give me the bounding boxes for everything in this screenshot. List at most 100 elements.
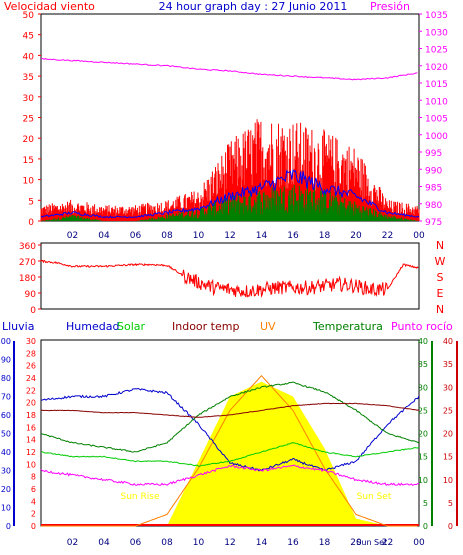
pressure-tick-label: 1025	[425, 46, 448, 56]
pressure-tick-label: 975	[425, 218, 442, 228]
temp-x-tick-label: 14	[256, 538, 268, 548]
wind-tick-label: 40	[23, 52, 35, 62]
pressure-tick-label: 985	[425, 184, 442, 194]
temp-x-tick-label: 18	[319, 538, 331, 548]
solar-radiation-area	[41, 381, 419, 526]
lluvia-tick-label: 20	[1, 485, 11, 494]
pressure-tick-label: 1005	[425, 115, 448, 125]
humedad-tick-label: 0	[31, 522, 36, 531]
humedad-tick-label: 10	[26, 460, 36, 469]
wind-x-tick-label: 22	[382, 231, 393, 241]
direction-tick-label: 90	[25, 290, 37, 300]
wind-tick-label: 25	[23, 115, 34, 125]
temp-x-tick-label: 04	[98, 538, 110, 548]
temp-tick-label: 25	[418, 406, 428, 415]
humedad-tick-label: 22	[26, 386, 36, 395]
temp-tick-label: 40	[418, 337, 428, 346]
dew-tick-label: 30	[443, 383, 453, 392]
wind-tick-label: 35	[23, 73, 34, 83]
wind-tick-label: 0	[28, 218, 34, 228]
pressure-tick-label: 1020	[425, 63, 448, 73]
legend-lluvia: Lluvia	[2, 320, 34, 333]
pressure-title: Presión	[370, 0, 410, 13]
temp-tick-label: 35	[418, 360, 428, 369]
pressure-tick-label: 1000	[425, 132, 448, 142]
compass-label: E	[437, 287, 444, 300]
humedad-tick-label: 30	[26, 337, 36, 346]
lluvia-tick-label: 30	[1, 467, 11, 476]
temp-tick-label: 5	[423, 499, 428, 508]
dew-tick-label: 20	[443, 430, 453, 439]
temperature-layer: 0102030405060708090100024681012141618202…	[0, 337, 458, 548]
legend-temperatura: Temperatura	[312, 320, 383, 333]
pressure-series	[40, 57, 418, 81]
wind-tick-label: 15	[23, 156, 34, 166]
legend-indoor: Indoor temp	[172, 320, 239, 333]
humedad-tick-label: 26	[26, 362, 36, 371]
temp-tick-label: 10	[418, 476, 428, 485]
wind-tick-label: 50	[23, 11, 35, 21]
wind-x-tick-label: 14	[256, 231, 268, 241]
temp-x-tick-label: 02	[67, 538, 78, 548]
sunset-label: Sun Set	[357, 492, 392, 502]
indoor-temp-series	[40, 402, 420, 418]
wind-tick-label: 45	[23, 32, 34, 42]
humidity-series	[40, 387, 420, 472]
temp-x-tick-label: 08	[161, 538, 173, 548]
chart-title: 24 hour graph day : 27 Junio 2011	[159, 0, 348, 13]
compass-label: N	[436, 239, 444, 252]
wind-tick-label: 20	[23, 135, 35, 145]
wind-title: Velocidad viento	[4, 0, 95, 13]
wind-average-series	[40, 169, 420, 219]
temp-x-tick-label: 10	[193, 538, 205, 548]
dew-tick-label: 10	[443, 476, 453, 485]
lluvia-tick-label: 10	[1, 504, 11, 513]
lluvia-tick-label: 80	[1, 374, 11, 383]
lluvia-tick-label: 50	[1, 430, 11, 439]
pressure-tick-label: 1015	[425, 80, 448, 90]
humedad-tick-label: 24	[26, 374, 36, 383]
wind-x-tick-label: 00	[413, 231, 425, 241]
temperature-series	[40, 381, 420, 453]
wind-x-tick-label: 10	[193, 231, 205, 241]
lluvia-tick-label: 40	[1, 448, 11, 457]
dew-tick-label: 25	[443, 406, 453, 415]
wind-x-tick-label: 18	[319, 231, 331, 241]
direction-tick-label: 0	[30, 306, 36, 316]
pressure-tick-label: 1010	[425, 97, 448, 107]
legend-solar: Solar	[117, 320, 146, 333]
wind-tick-label: 30	[23, 94, 35, 104]
wind-x-tick-label: 04	[98, 231, 110, 241]
wind-tick-label: 10	[23, 177, 35, 187]
pressure-tick-label: 1030	[425, 28, 448, 38]
wind-x-tick-label: 20	[350, 231, 362, 241]
temp-x-tick-label: Sun Set	[356, 538, 387, 547]
humedad-tick-label: 4	[31, 497, 36, 506]
panel-direction-frame	[40, 242, 420, 310]
temp-x-tick-label: 06	[130, 538, 142, 548]
temp-x-tick-label: 00	[413, 538, 425, 548]
pressure-tick-label: 980	[425, 201, 442, 211]
uv-series	[41, 374, 418, 527]
humedad-tick-label: 18	[26, 411, 36, 420]
lluvia-tick-label: 90	[1, 356, 11, 365]
temp-tick-label: 20	[418, 430, 428, 439]
pressure-tick-label: 995	[425, 149, 442, 159]
pressure-tick-label: 1035	[425, 11, 448, 21]
lluvia-tick-label: 0	[6, 522, 11, 531]
humedad-tick-label: 12	[26, 448, 36, 457]
temp-tick-label: 15	[418, 453, 428, 462]
wind-x-tick-label: 12	[224, 231, 235, 241]
compass-label: S	[437, 271, 444, 284]
legend-punto-rocio: Punto rocío	[391, 320, 453, 333]
dew-tick-label: 35	[443, 360, 453, 369]
humedad-tick-label: 16	[26, 423, 36, 432]
solar-series	[40, 442, 420, 467]
temp-tick-label: 0	[423, 522, 428, 531]
humedad-tick-label: 8	[31, 473, 36, 482]
direction-tick-label: 360	[19, 242, 36, 252]
temp-x-tick-label: 12	[224, 538, 235, 548]
temp-x-tick-label: 22	[382, 538, 393, 548]
wind-x-tick-label: 08	[161, 231, 173, 241]
